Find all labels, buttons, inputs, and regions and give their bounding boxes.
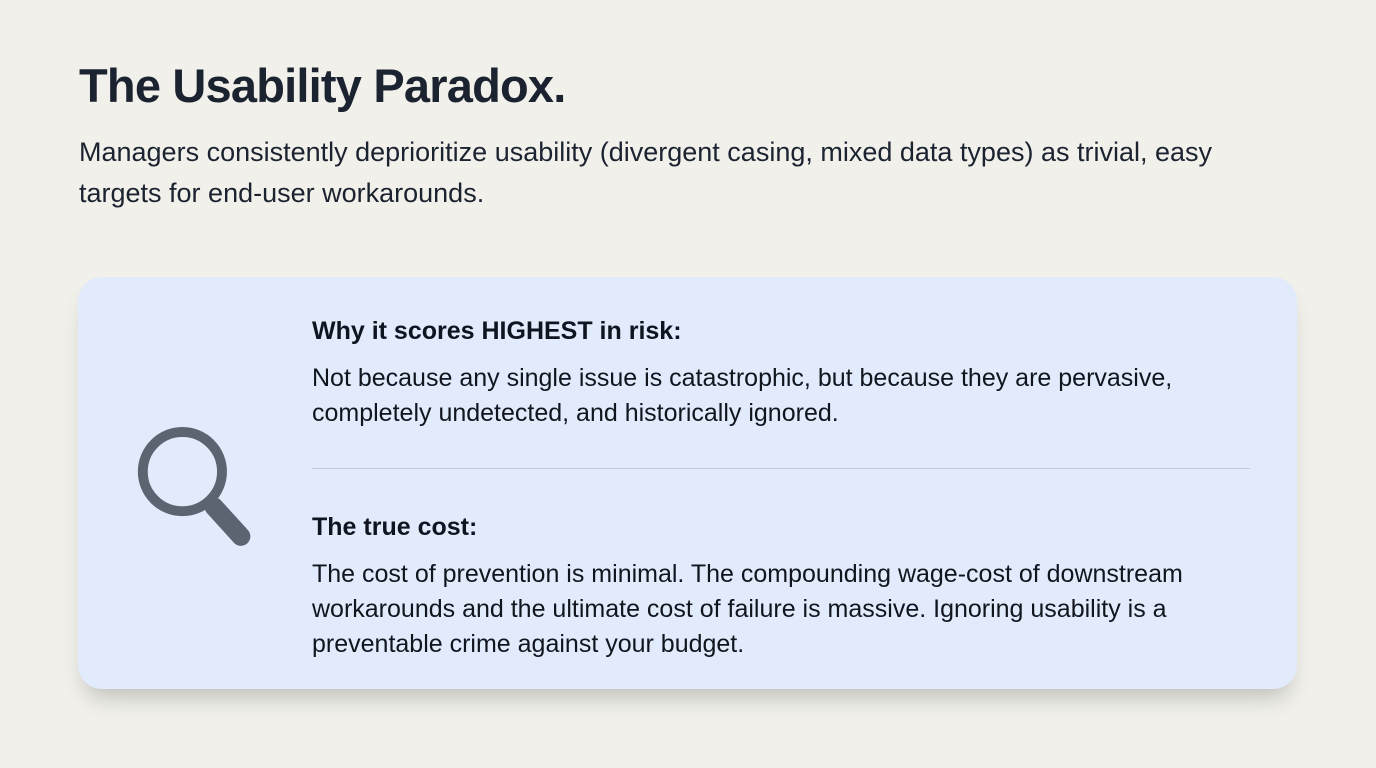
risk-section-heading: Why it scores HIGHEST in risk: <box>312 317 682 345</box>
magnifier-icon <box>137 427 251 546</box>
page-subtitle: Managers consistently deprioritize usabi… <box>79 137 1213 208</box>
cost-section-heading: The true cost: <box>312 513 478 541</box>
cost-section-body: The cost of prevention is minimal. The c… <box>312 560 1183 658</box>
cost-section: The true cost: The cost of prevention is… <box>312 511 1250 662</box>
insight-card: Why it scores HIGHEST in risk: Not becau… <box>78 277 1297 689</box>
icon-column <box>78 277 312 689</box>
section-divider <box>312 468 1250 469</box>
page-title: The Usability Paradox. <box>79 59 566 112</box>
risk-section-body: Not because any single issue is catastro… <box>312 364 1173 427</box>
card-text-column: Why it scores HIGHEST in risk: Not becau… <box>312 277 1297 689</box>
risk-section: Why it scores HIGHEST in risk: Not becau… <box>312 315 1250 431</box>
